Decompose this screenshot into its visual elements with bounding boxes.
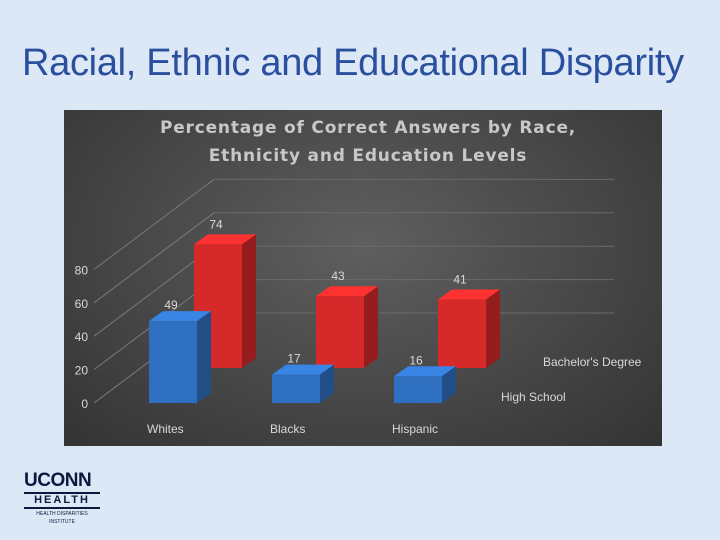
y-tick-label: 20 xyxy=(75,364,89,378)
slide-title: Racial, Ethnic and Educational Disparity xyxy=(22,42,684,84)
y-tick-label: 60 xyxy=(75,297,89,311)
bars-high-school-series xyxy=(149,311,456,403)
x-category-label: Whites xyxy=(147,422,184,436)
bar-front-face xyxy=(394,376,442,403)
axis-layer: 0 20 40 60 80 Whites Blacks Hispanic High School… xyxy=(75,263,642,436)
data-label-bachelors: 41 xyxy=(453,273,467,287)
gridline-diagonal xyxy=(93,212,215,304)
chart-title-line-1: Percentage of Correct Answers by Race, xyxy=(160,118,576,138)
bar-side-face xyxy=(486,289,500,368)
bar-top-face xyxy=(438,289,500,300)
logo-sub: HEALTH xyxy=(24,492,100,509)
chart-panel: Percentage of Correct Answers by Race, E… xyxy=(64,110,662,446)
chart-title-line-2: Ethnicity and Education Levels xyxy=(209,146,527,166)
bar-top-face xyxy=(316,286,378,297)
data-label-high-school: 16 xyxy=(409,353,423,367)
logo-institute-line-1: HEALTH DISPARITIES xyxy=(36,511,88,517)
bar-side-face xyxy=(442,366,456,403)
data-label-high-school: 17 xyxy=(287,352,301,366)
data-label-bachelors: 43 xyxy=(331,269,345,283)
y-tick-label: 40 xyxy=(75,330,89,344)
data-label-high-school: 49 xyxy=(164,298,178,312)
y-tick-label: 80 xyxy=(75,263,89,277)
bar-side-face xyxy=(197,311,211,403)
bars-bachelors-series xyxy=(194,234,500,368)
bar-top-face xyxy=(394,366,456,377)
bar-side-face xyxy=(320,364,334,403)
bar-front-face xyxy=(438,299,486,368)
bar-side-face xyxy=(242,234,256,368)
bar-front-face xyxy=(149,321,197,403)
bar-front-face xyxy=(316,296,364,368)
x-category-label: Blacks xyxy=(270,422,305,436)
gridline-diagonal xyxy=(93,179,215,270)
uconn-health-logo: UCONN HEALTH HEALTH DISPARITIES INSTITUT… xyxy=(24,470,100,525)
data-label-bachelors: 74 xyxy=(209,217,223,231)
labels-layer: 74 43 41 49 17 16 xyxy=(164,217,467,367)
logo-word: UCONN xyxy=(24,470,92,491)
x-category-label: Hispanic xyxy=(392,422,438,436)
bar-front-face xyxy=(272,374,320,403)
y-tick-label: 0 xyxy=(81,397,88,411)
bar-chart: Percentage of Correct Answers by Race, E… xyxy=(75,118,642,436)
bar-top-face xyxy=(149,311,211,322)
bar-side-face xyxy=(364,286,378,368)
logo-institute-line-2: INSTITUTE xyxy=(49,519,75,525)
grid-layer xyxy=(93,178,614,404)
bar-top-face xyxy=(194,234,256,245)
series-label-bachelors: Bachelor's Degree xyxy=(543,355,642,369)
series-label-high-school: High School xyxy=(501,390,566,404)
bar-top-face xyxy=(272,364,334,375)
